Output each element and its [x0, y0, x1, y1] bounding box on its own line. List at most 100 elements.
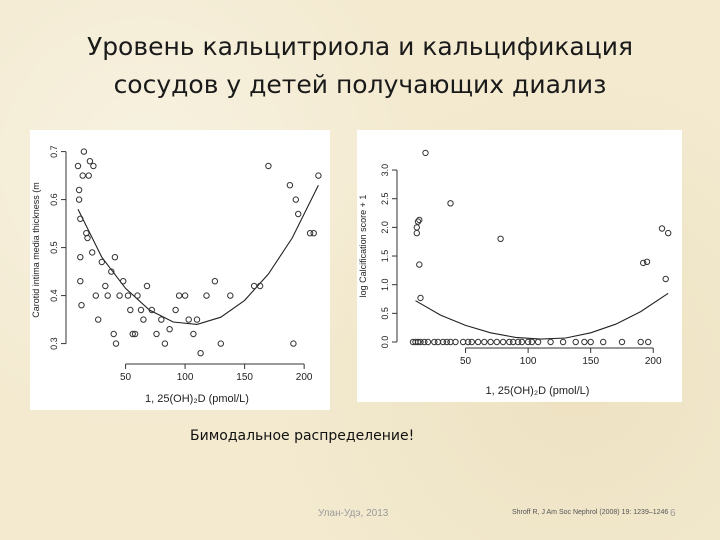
data-point: [104, 292, 111, 299]
data-point: [658, 225, 666, 232]
footer-reference: Shroff R, J Am Soc Nephrol (2008) 19: 12…: [512, 509, 669, 516]
x-tick-label: 100: [520, 356, 537, 367]
data-point: [137, 306, 145, 314]
data-point: [286, 182, 294, 189]
caption: Бимодальное распределение!: [190, 428, 415, 444]
x-tick-label: 150: [236, 372, 253, 383]
y-tick-label: 2.0: [380, 221, 390, 234]
data-point: [227, 292, 234, 299]
y-tick-label: 3.0: [380, 164, 390, 177]
data-point: [85, 172, 92, 179]
data-point: [75, 186, 83, 194]
data-point: [518, 338, 526, 346]
y-tick-label: 1.0: [380, 278, 390, 291]
data-point: [600, 338, 607, 346]
y-tick-label: 1.5: [380, 250, 390, 263]
data-point: [131, 330, 139, 338]
data-point: [181, 292, 189, 299]
data-point: [528, 338, 536, 346]
data-point: [447, 200, 454, 207]
data-point: [497, 235, 504, 243]
data-point: [175, 292, 183, 299]
x-tick-label: 100: [177, 372, 194, 383]
data-point: [86, 158, 94, 165]
data-point: [193, 316, 201, 323]
data-point: [143, 282, 151, 290]
data-point: [468, 338, 476, 346]
data-point: [116, 292, 123, 299]
data-point: [499, 338, 507, 346]
data-point: [89, 249, 96, 256]
x-tick-label: 50: [120, 372, 132, 383]
data-point: [315, 172, 322, 179]
data-point: [464, 338, 472, 346]
data-point: [211, 278, 219, 285]
calcification-plot: 50 100 150 200 0.0 0.5 1.0 1.5 2.0 2.5 3.0 1, 25(OH…: [357, 130, 682, 402]
data-point: [506, 338, 513, 346]
data-point: [124, 292, 132, 299]
data-point: [166, 326, 173, 333]
x-tick-label: 50: [460, 356, 472, 367]
data-point: [77, 278, 84, 285]
data-point: [292, 196, 299, 203]
y-tick-label: 0.5: [380, 307, 390, 320]
data-point: [190, 330, 197, 338]
data-point: [77, 254, 84, 261]
data-point: [80, 148, 88, 155]
data-point: [431, 338, 438, 346]
data-point: [487, 338, 494, 346]
data-point: [439, 338, 447, 346]
plot-background: [30, 130, 330, 410]
data-point: [452, 338, 459, 346]
y-tick-label: 0.3: [49, 337, 59, 350]
data-point: [524, 338, 532, 346]
data-point: [534, 338, 542, 346]
data-point: [265, 162, 272, 170]
data-point: [581, 338, 588, 346]
data-point: [424, 338, 432, 346]
data-point: [75, 196, 83, 203]
data-point: [158, 316, 165, 323]
data-point: [416, 261, 423, 268]
data-point: [662, 275, 669, 283]
data-point: [514, 338, 522, 346]
data-point: [92, 292, 100, 299]
data-point: [417, 294, 424, 302]
data-point: [493, 338, 501, 346]
slide-title: Уровень кальцитриола и кальцификация сос…: [40, 28, 680, 104]
data-point: [416, 216, 423, 224]
data-point: [134, 292, 141, 299]
data-point: [153, 330, 160, 338]
data-point: [645, 338, 652, 346]
x-tick-label: 150: [582, 356, 599, 367]
data-point: [95, 316, 102, 323]
data-point: [417, 338, 424, 346]
data-point: [161, 340, 169, 347]
data-point: [148, 306, 156, 314]
data-point: [185, 316, 192, 323]
fit-curve: [415, 292, 669, 340]
title-line-1: Уровень кальцитриола и кальцификация: [86, 32, 634, 61]
data-point: [640, 259, 647, 267]
calcification-chart: 50 100 150 200 0.0 0.5 1.0 1.5 2.0 2.5 3.0 1, 25(OH…: [357, 130, 682, 402]
y-axis-label: log Calcification score + 1: [358, 195, 368, 298]
x-axis-label: 1, 25(OH)₂D (pmol/L): [486, 385, 590, 397]
y-axis-label: Carotid intima media thickness (m: [31, 182, 41, 318]
data-point: [295, 210, 302, 218]
data-point: [112, 340, 120, 347]
y-tick-label: 0.4: [49, 289, 59, 302]
data-point: [129, 330, 136, 338]
data-point: [306, 230, 314, 237]
carotid-thickness-chart: 50 100 150 200 0.3 0.4 0.5 0.6 0.7 1, 25(OH)₂D (p…: [30, 130, 330, 410]
data-point: [102, 282, 109, 290]
data-point: [587, 338, 594, 346]
data-point: [74, 162, 82, 170]
data-point: [618, 338, 626, 346]
data-point: [422, 149, 429, 157]
data-point: [481, 338, 488, 346]
data-point: [108, 268, 115, 275]
data-point: [127, 306, 134, 314]
data-point: [443, 338, 451, 346]
data-point: [79, 172, 86, 179]
data-point: [414, 338, 422, 346]
